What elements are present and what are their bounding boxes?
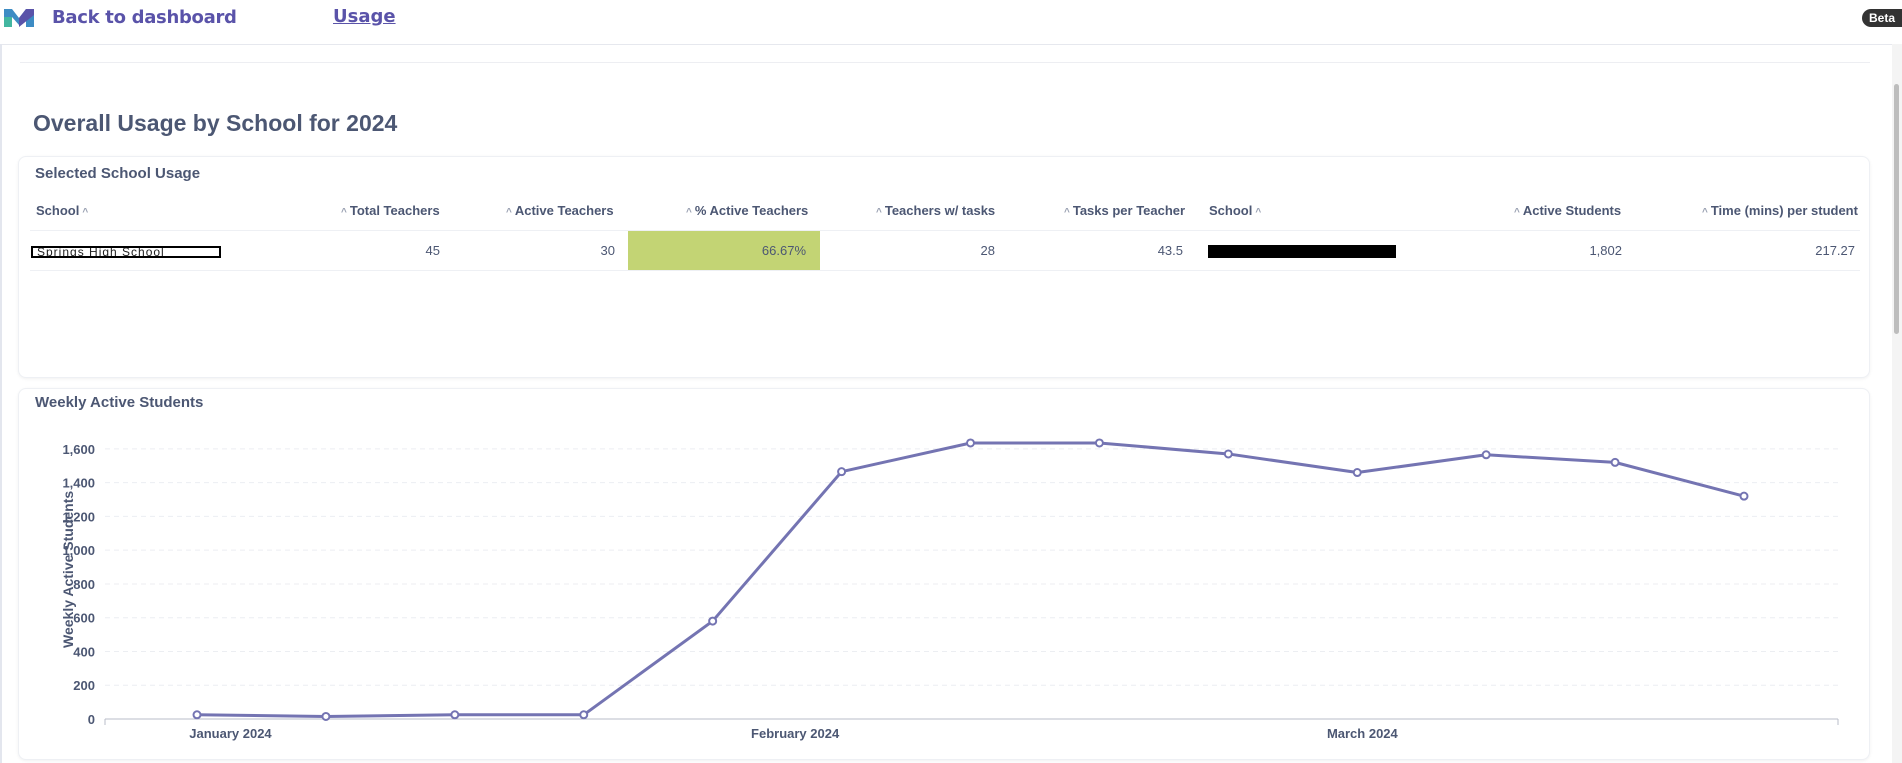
y-tick-label: 0 [88,712,95,727]
y-tick-label: 600 [73,611,95,626]
sort-caret-icon: ^ [82,207,89,218]
data-point [450,710,460,720]
data-point [708,616,718,626]
col-header-active-students[interactable]: ^ Active Students [1514,203,1622,218]
app-logo-icon[interactable] [2,5,36,29]
sort-caret-icon: ^ [876,207,882,218]
usage-link[interactable]: Usage [333,6,396,27]
sort-caret-icon: ^ [506,207,512,218]
pct-active-highlight [628,231,820,270]
y-tick-label: 400 [73,644,95,659]
sort-caret-icon: ^ [1514,207,1520,218]
school-usage-card [18,156,1870,378]
row-divider [30,230,1860,231]
y-tick-label: 1,600 [62,442,95,457]
col-header-tasks-per-teacher[interactable]: ^ Tasks per Teacher [1064,203,1186,218]
data-point [579,710,589,720]
beta-badge: Beta [1861,9,1902,27]
sort-caret-icon: ^ [341,207,347,218]
y-tick-label: 1,200 [62,509,95,524]
chart-title: Weekly Active Students [35,394,204,411]
col-header-pct-active[interactable]: ^% Active Teachers [686,203,809,218]
school-usage-title: Selected School Usage [35,165,201,182]
data-point [1481,450,1491,460]
series-line [196,441,1745,718]
x-tick-label: January 2024 [189,726,272,741]
left-border [0,44,2,763]
col-header-teachers-with-tasks[interactable]: ^ Teachers w/ tasks [876,203,996,218]
cell-time-per-student: 217.27 [1815,243,1855,258]
school-name-redacted-2 [1208,245,1396,258]
vertical-scrollbar[interactable] [1892,44,1902,763]
cell-total-teachers: 45 [425,243,440,258]
back-to-dashboard-link[interactable]: Back to dashboard [52,7,237,28]
col-header-school-2[interactable]: School ^ [1209,203,1262,218]
cell-active-teachers: 30 [600,243,615,258]
cell-tasks-per-teacher: 43.5 [1157,243,1183,258]
data-point [1223,449,1233,459]
y-tick-label: 1,400 [62,476,95,491]
cell-active-students: 1,802 [1589,243,1622,258]
sort-caret-icon: ^ [686,207,692,218]
school-name-redacted: Springs High School [31,246,221,258]
cell-teachers-with-tasks: 28 [980,243,995,258]
y-tick-label: 800 [73,577,95,592]
data-point [1352,468,1362,478]
top-bar: Back to dashboard Usage Beta [0,0,1902,45]
col-header-total-teachers[interactable]: ^ Total Teachers [341,203,440,218]
page-title: Overall Usage by School for 2024 [33,110,398,136]
col-header-school[interactable]: School ^ [36,203,89,218]
y-tick-label: 200 [73,678,95,693]
col-header-time-per-student[interactable]: ^ Time (mins) per student [1702,203,1858,218]
data-point [837,467,847,477]
data-point [1739,491,1749,501]
data-point [321,711,331,721]
row-divider [30,270,1860,271]
col-header-active-teachers[interactable]: ^ Active Teachers [506,203,614,218]
sort-caret-icon: ^ [1064,207,1070,218]
cell-pct-active: 66.67% [761,243,806,258]
divider [20,62,1870,63]
data-point [1094,438,1104,448]
sort-caret-icon: ^ [1255,207,1262,218]
y-tick-label: 1,000 [62,543,95,558]
sort-caret-icon: ^ [1702,207,1708,218]
data-point [966,438,975,448]
scrollbar-thumb[interactable] [1894,84,1899,334]
data-point [1610,457,1620,467]
x-tick-label: February 2024 [751,726,840,741]
x-tick-label: March 2024 [1327,726,1399,741]
data-point [192,710,202,720]
